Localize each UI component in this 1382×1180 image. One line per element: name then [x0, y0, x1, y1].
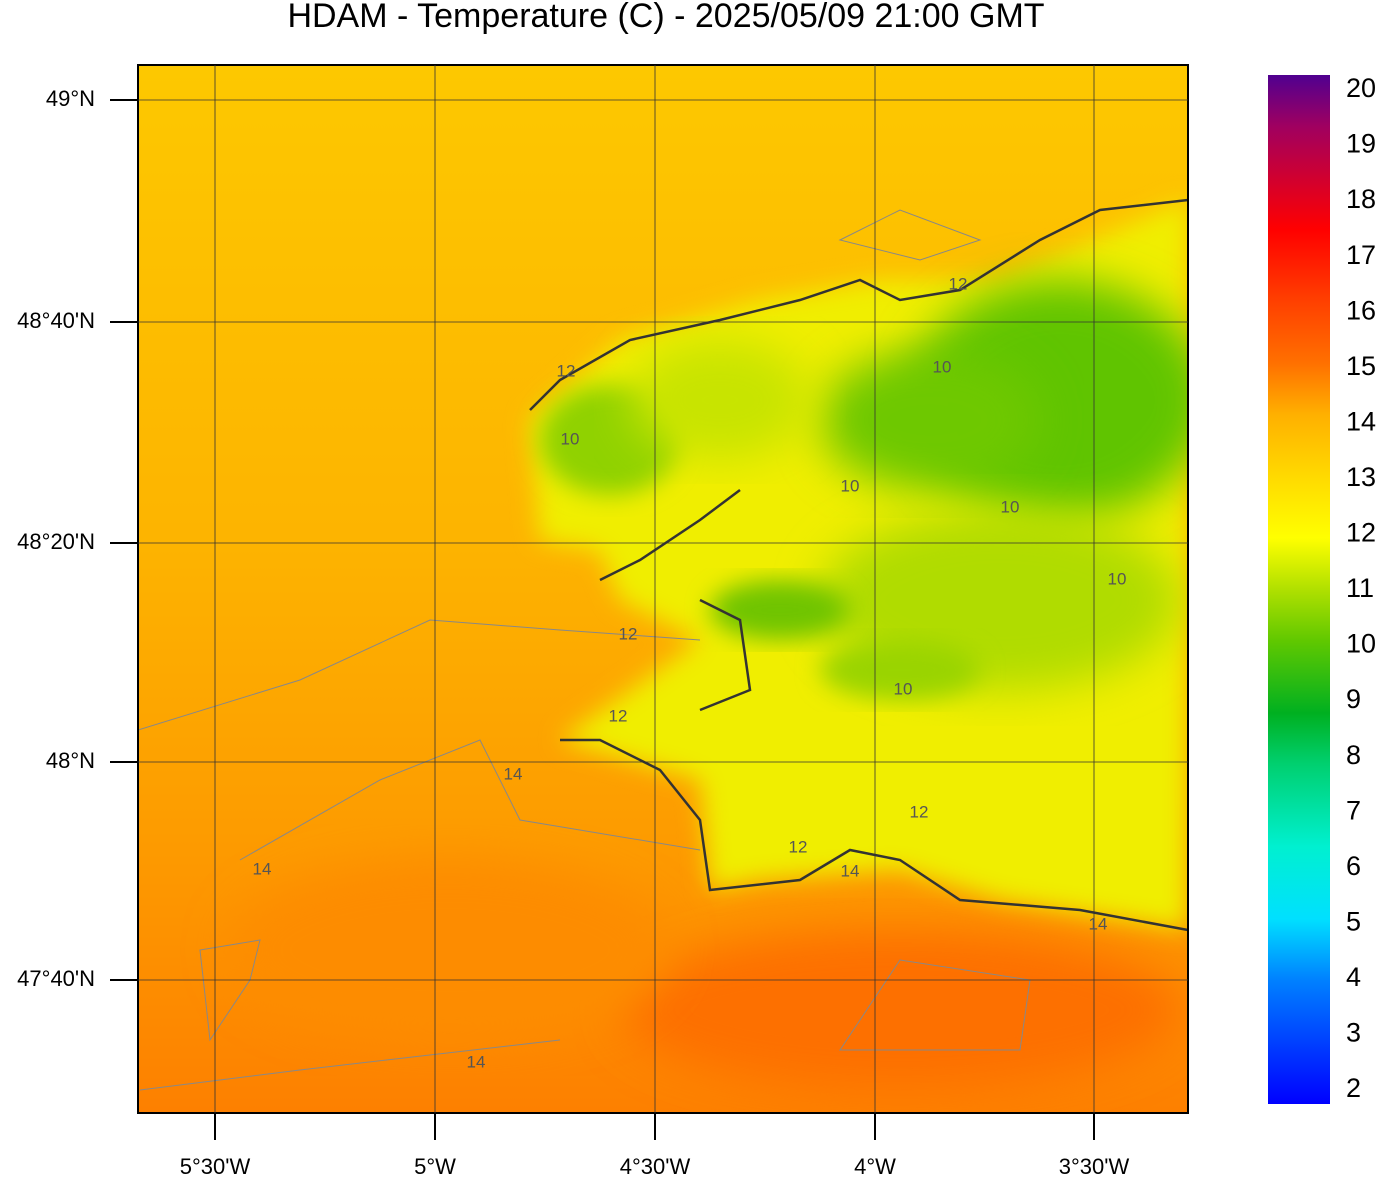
lon-label: 3°30'W: [1059, 1154, 1130, 1179]
contour-label: 10: [894, 679, 913, 698]
lat-label: 48°40'N: [17, 308, 95, 333]
colorbar-label: 19: [1346, 129, 1376, 159]
lon-label: 4°30'W: [620, 1154, 691, 1179]
colorbar-label: 7: [1346, 795, 1361, 825]
contour-label: 14: [253, 859, 272, 878]
contour-label: 10: [841, 476, 860, 495]
colorbar-label: 16: [1346, 295, 1376, 325]
colorbar-label: 8: [1346, 740, 1361, 770]
colorbar-label: 14: [1346, 406, 1376, 436]
contour-label: 12: [910, 802, 929, 821]
colorbar-label: 10: [1346, 629, 1376, 659]
lat-label: 49°N: [46, 86, 95, 111]
lon-label: 4°W: [854, 1154, 896, 1179]
lon-label: 5°W: [414, 1154, 456, 1179]
map-title: HDAM - Temperature (C) - 2025/05/09 21:0…: [287, 0, 1044, 35]
contour-label: 14: [467, 1052, 486, 1071]
colorbar-label: 20: [1346, 73, 1376, 103]
contour-label: 14: [504, 764, 523, 783]
colorbar-label: 2: [1346, 1073, 1361, 1103]
colorbar: [1268, 75, 1330, 1104]
coastline: [529, 198, 1188, 932]
colorbar-label: 15: [1346, 351, 1376, 381]
contour-label: 10: [1108, 569, 1127, 588]
lat-label: 48°N: [46, 748, 95, 773]
contour-label: 12: [949, 274, 968, 293]
colorbar-label: 12: [1346, 518, 1376, 548]
colorbar-label: 5: [1346, 906, 1361, 936]
contour-label: 12: [789, 837, 808, 856]
colorbar-label: 18: [1346, 184, 1376, 214]
contour-label: 12: [619, 624, 638, 643]
contour-label: 14: [841, 861, 860, 880]
lat-label: 48°20'N: [17, 529, 95, 554]
colorbar-label: 6: [1346, 851, 1361, 881]
colorbar-label: 4: [1346, 962, 1361, 992]
colorbar-label: 9: [1346, 684, 1361, 714]
colorbar-label: 11: [1346, 573, 1374, 603]
temperature-field: [138, 65, 1188, 1113]
contour-label: 10: [1001, 497, 1020, 516]
lon-label: 5°30'W: [180, 1154, 251, 1179]
lat-label: 47°40'N: [17, 966, 95, 991]
plot-frame: [137, 64, 1189, 1114]
contour-label: 12: [557, 361, 576, 380]
colorbar-label: 17: [1346, 240, 1376, 270]
contour-label: 14: [1089, 914, 1108, 933]
contour-label: 10: [561, 429, 580, 448]
colorbar-label: 3: [1346, 1018, 1361, 1048]
contour-label: 12: [609, 706, 628, 725]
colorbar-label: 13: [1346, 462, 1376, 492]
contour-label: 10: [933, 357, 952, 376]
